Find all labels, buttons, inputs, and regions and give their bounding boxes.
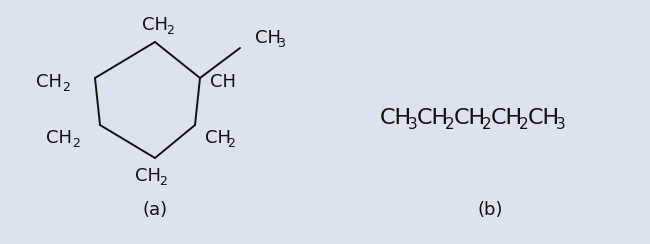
Text: CH: CH bbox=[380, 108, 412, 128]
Text: CH: CH bbox=[491, 108, 523, 128]
Text: 2: 2 bbox=[62, 81, 70, 94]
Text: 2: 2 bbox=[519, 117, 528, 132]
Text: (a): (a) bbox=[142, 201, 168, 219]
Text: 2: 2 bbox=[166, 24, 174, 37]
Text: CH: CH bbox=[528, 108, 560, 128]
Text: 2: 2 bbox=[227, 137, 235, 150]
Text: CH: CH bbox=[142, 16, 168, 34]
Text: CH: CH bbox=[135, 167, 161, 185]
Text: 3: 3 bbox=[556, 117, 566, 132]
Text: CH: CH bbox=[417, 108, 449, 128]
Text: (b): (b) bbox=[477, 201, 502, 219]
Text: 3: 3 bbox=[408, 117, 417, 132]
Text: CH: CH bbox=[36, 73, 62, 91]
Text: CH: CH bbox=[205, 129, 231, 147]
Text: 2: 2 bbox=[445, 117, 454, 132]
Text: 2: 2 bbox=[482, 117, 491, 132]
Text: CH: CH bbox=[454, 108, 486, 128]
Text: 2: 2 bbox=[72, 137, 80, 150]
Text: CH: CH bbox=[210, 73, 236, 91]
Text: CH: CH bbox=[255, 29, 281, 47]
Text: 3: 3 bbox=[277, 37, 285, 50]
Text: CH: CH bbox=[46, 129, 72, 147]
Text: 2: 2 bbox=[159, 175, 166, 188]
